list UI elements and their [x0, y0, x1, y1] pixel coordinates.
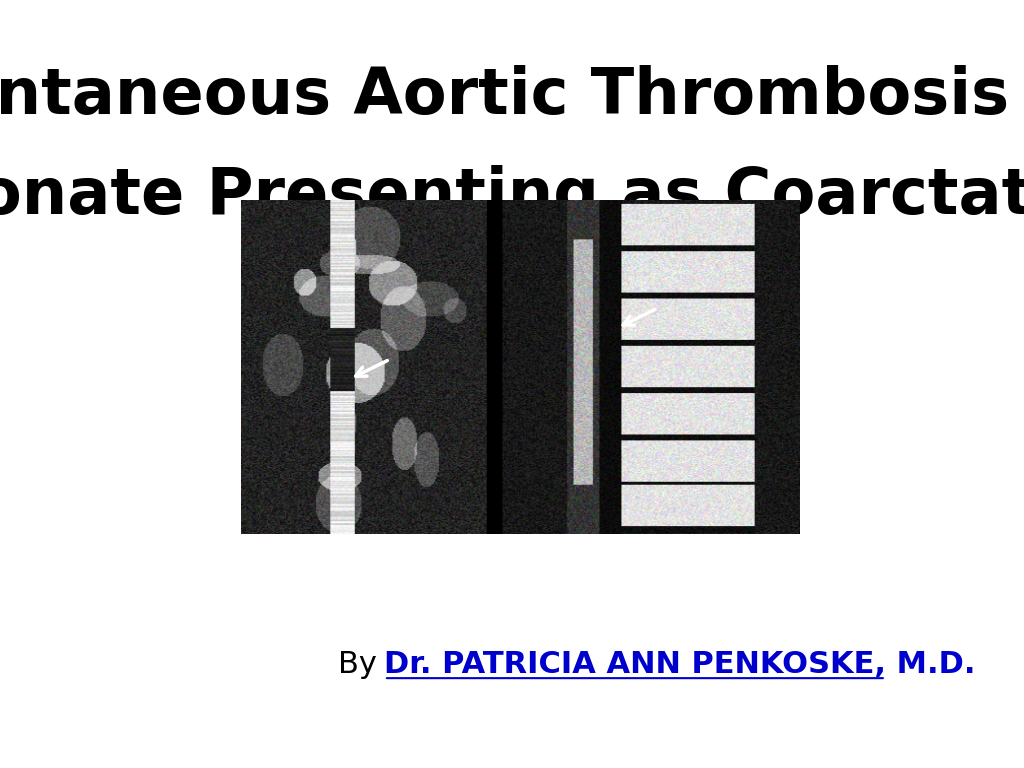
Text: Neonate Presenting as Coarctation: Neonate Presenting as Coarctation [0, 164, 1024, 227]
Text: By: By [338, 650, 386, 679]
Text: Spontaneous Aortic Thrombosis i6 a: Spontaneous Aortic Thrombosis i6 a [0, 65, 1024, 127]
Text: Dr. PATRICIA ANN PENKOSKE, M.D.: Dr. PATRICIA ANN PENKOSKE, M.D. [384, 650, 976, 679]
